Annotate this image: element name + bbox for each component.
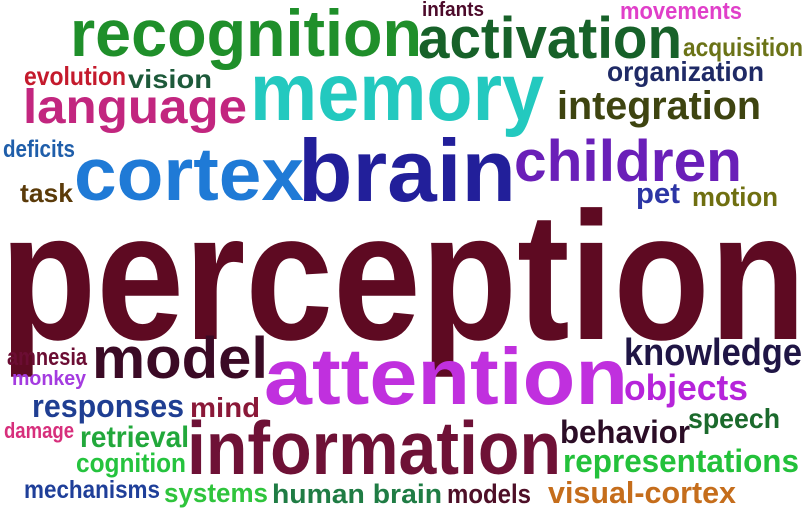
word-infants: infants xyxy=(422,0,484,21)
word-memory: memory xyxy=(250,47,544,138)
word-human-brain: human brain xyxy=(272,479,442,508)
word-movements: movements xyxy=(620,0,742,25)
word-perception: perception xyxy=(0,174,806,378)
word-organization: organization xyxy=(607,56,764,87)
word-knowledge: knowledge xyxy=(624,332,802,374)
word-models: models xyxy=(447,479,531,508)
word-cognition: cognition xyxy=(76,448,186,478)
word-motion: motion xyxy=(692,182,778,212)
word-deficits: deficits xyxy=(3,136,75,163)
word-children: children xyxy=(514,129,742,194)
word-integration: integration xyxy=(557,84,761,128)
word-evolution: evolution xyxy=(24,61,126,91)
word-language: language xyxy=(23,81,247,134)
word-systems: systems xyxy=(164,478,268,508)
word-pet: pet xyxy=(636,178,680,210)
word-vision: vision xyxy=(128,64,212,94)
word-recognition: recognition xyxy=(70,0,422,70)
word-information: information xyxy=(187,406,561,490)
word-damage: damage xyxy=(4,418,74,443)
word-attention: attention xyxy=(264,332,628,421)
word-mechanisms: mechanisms xyxy=(24,476,160,504)
word-speech: speech xyxy=(688,403,780,434)
word-acquisition: acquisition xyxy=(683,32,803,62)
word-retrieval: retrieval xyxy=(80,421,189,454)
word-task: task xyxy=(20,178,73,208)
word-model: model xyxy=(92,326,268,391)
word-cortex: cortex xyxy=(74,132,304,216)
word-mind: mind xyxy=(190,392,260,423)
word-monkey: monkey xyxy=(12,368,86,390)
word-amnesia: amnesia xyxy=(7,344,87,371)
word-brain: brain xyxy=(298,121,516,220)
word-objects: objects xyxy=(624,367,748,408)
word-behavior: behavior xyxy=(560,414,690,450)
word-responses: responses xyxy=(32,388,184,424)
word-representations: representations xyxy=(563,443,799,479)
word-visual-cortex: visual-cortex xyxy=(548,475,736,508)
word-activation: activation xyxy=(418,6,682,71)
